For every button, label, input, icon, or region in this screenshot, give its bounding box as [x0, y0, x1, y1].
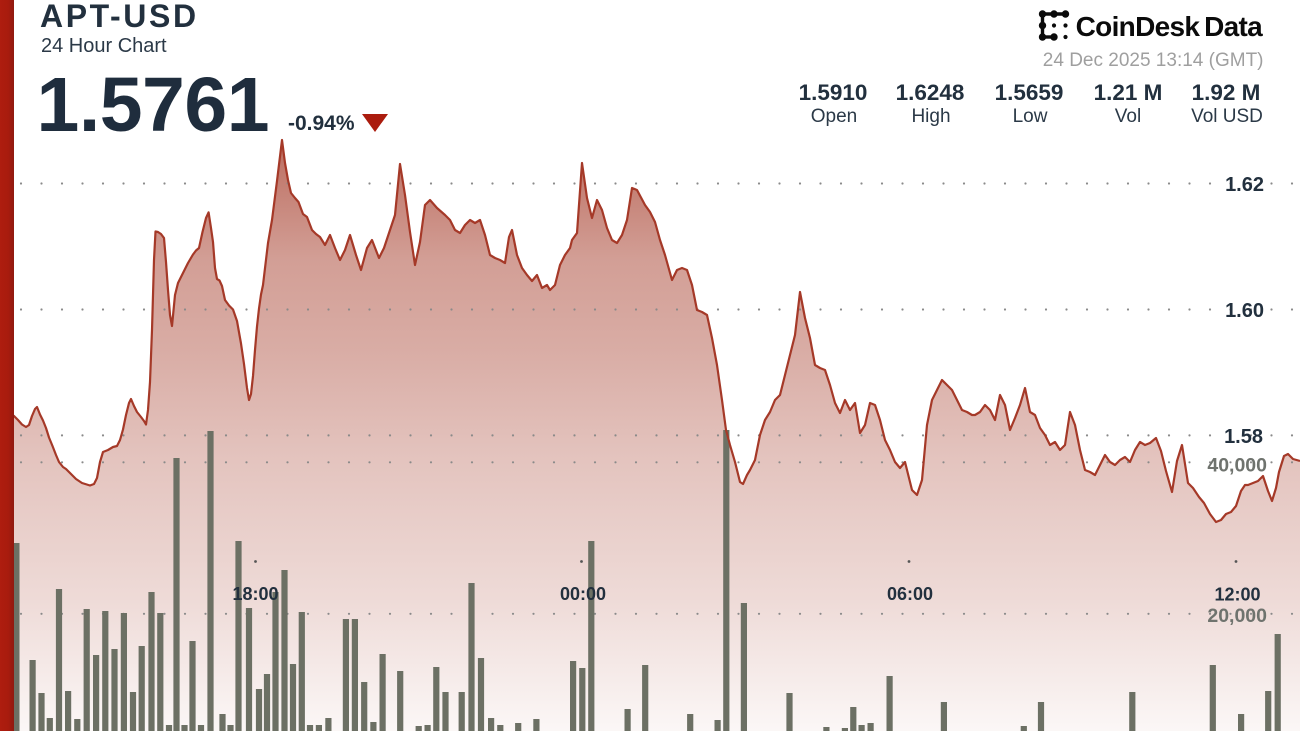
svg-text:1.60: 1.60 [1225, 300, 1264, 322]
svg-text:06:00: 06:00 [887, 584, 933, 604]
svg-text:40,000: 40,000 [1207, 455, 1267, 477]
svg-text:1.58: 1.58 [1224, 426, 1263, 448]
svg-text:20,000: 20,000 [1207, 605, 1267, 627]
svg-text:18:00: 18:00 [232, 584, 278, 604]
svg-text:1.62: 1.62 [1225, 174, 1264, 196]
svg-text:00:00: 00:00 [560, 584, 606, 604]
svg-text:12:00: 12:00 [1214, 585, 1260, 605]
